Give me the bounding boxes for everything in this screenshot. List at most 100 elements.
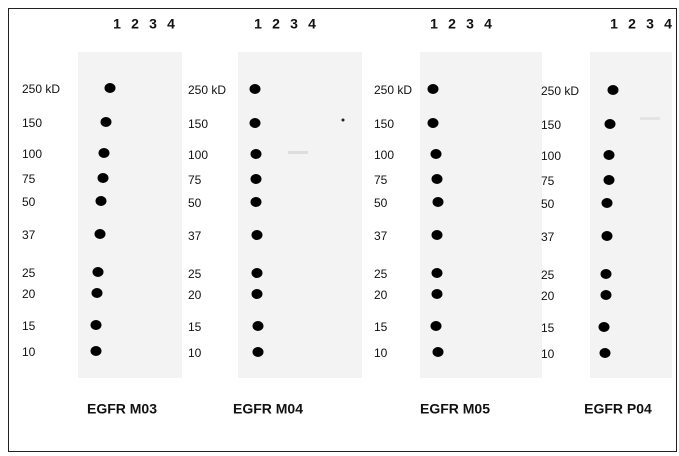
marker-label: 250 kD bbox=[22, 82, 60, 96]
panel-title: EGFR M05 bbox=[420, 401, 490, 417]
marker-label: 25 bbox=[188, 267, 202, 281]
ladder-band bbox=[253, 347, 264, 357]
ladder-band bbox=[602, 231, 613, 241]
marker-label: 10 bbox=[22, 345, 36, 359]
marker-label: 50 bbox=[541, 197, 555, 211]
lane-label: 1 bbox=[113, 16, 121, 32]
marker-label: 10 bbox=[541, 347, 555, 361]
marker-label: 37 bbox=[188, 229, 202, 243]
ladder-band bbox=[605, 119, 616, 129]
marker-label: 150 bbox=[22, 116, 42, 130]
marker-label: 10 bbox=[188, 346, 202, 360]
lane-label: 2 bbox=[448, 16, 456, 32]
marker-label: 250 kD bbox=[541, 84, 579, 98]
ladder-band bbox=[432, 174, 443, 184]
marker-label: 15 bbox=[188, 320, 202, 334]
ladder-band bbox=[95, 229, 106, 239]
marker-label: 37 bbox=[541, 230, 555, 244]
ladder-band bbox=[252, 268, 263, 278]
lane-label: 4 bbox=[484, 16, 492, 32]
ladder-band bbox=[101, 117, 112, 127]
ladder-band bbox=[252, 230, 263, 240]
marker-label: 20 bbox=[541, 289, 555, 303]
marker-label: 100 bbox=[22, 147, 42, 161]
lane-label: 2 bbox=[131, 16, 139, 32]
marker-label: 250 kD bbox=[188, 83, 226, 97]
panel-title: EGFR P04 bbox=[584, 401, 652, 417]
lane-label: 3 bbox=[646, 16, 654, 32]
ladder-band bbox=[601, 290, 612, 300]
ladder-band bbox=[251, 197, 262, 207]
ladder-band bbox=[599, 322, 610, 332]
ladder-band bbox=[253, 321, 264, 331]
lane-label: 2 bbox=[272, 16, 280, 32]
ladder-band bbox=[432, 289, 443, 299]
ladder-band bbox=[91, 320, 102, 330]
ladder-band bbox=[250, 84, 261, 94]
marker-label: 250 kD bbox=[374, 83, 412, 97]
ladder-band bbox=[252, 289, 263, 299]
marker-label: 150 bbox=[188, 117, 208, 131]
figure: 1234250 kD15010075503725201510EGFR M0312… bbox=[0, 0, 679, 456]
lane-label: 1 bbox=[430, 16, 438, 32]
lane-label: 4 bbox=[664, 16, 672, 32]
ladder-band bbox=[250, 118, 261, 128]
ladder-band bbox=[433, 347, 444, 357]
ladder-band bbox=[431, 321, 442, 331]
lane-label: 1 bbox=[254, 16, 262, 32]
marker-label: 150 bbox=[541, 118, 561, 132]
panel-title: EGFR M04 bbox=[233, 401, 303, 417]
marker-label: 75 bbox=[541, 174, 555, 188]
lane-label: 3 bbox=[290, 16, 298, 32]
lane-label: 4 bbox=[167, 16, 175, 32]
marker-label: 10 bbox=[374, 346, 388, 360]
marker-label: 37 bbox=[22, 228, 36, 242]
faint-band bbox=[288, 151, 308, 154]
marker-label: 50 bbox=[22, 195, 36, 209]
marker-label: 25 bbox=[22, 266, 36, 280]
lane-label: 3 bbox=[466, 16, 474, 32]
marker-label: 25 bbox=[541, 268, 555, 282]
faint-band bbox=[640, 117, 660, 120]
ladder-band bbox=[428, 84, 439, 94]
marker-label: 37 bbox=[374, 229, 388, 243]
western-blot-figure: 1234250 kD15010075503725201510EGFR M0312… bbox=[0, 0, 679, 456]
ladder-band bbox=[604, 150, 615, 160]
marker-label: 150 bbox=[374, 117, 394, 131]
ladder-band bbox=[251, 149, 262, 159]
marker-label: 50 bbox=[374, 196, 388, 210]
ladder-band bbox=[604, 175, 615, 185]
ladder-band bbox=[432, 230, 443, 240]
lane-label: 4 bbox=[308, 16, 316, 32]
ladder-band bbox=[431, 149, 442, 159]
marker-label: 100 bbox=[541, 149, 561, 163]
ladder-band bbox=[600, 348, 611, 358]
ladder-band bbox=[93, 267, 104, 277]
marker-label: 100 bbox=[374, 148, 394, 162]
ladder-band bbox=[428, 118, 439, 128]
ladder-band bbox=[92, 288, 103, 298]
ladder-band bbox=[96, 196, 107, 206]
ladder-band bbox=[432, 268, 443, 278]
panel-title: EGFR M03 bbox=[87, 401, 157, 417]
ladder-band bbox=[99, 148, 110, 158]
ladder-band bbox=[251, 174, 262, 184]
lane-label: 3 bbox=[149, 16, 157, 32]
marker-label: 25 bbox=[374, 267, 388, 281]
marker-label: 100 bbox=[188, 148, 208, 162]
marker-label: 20 bbox=[22, 287, 36, 301]
speck bbox=[342, 119, 345, 122]
lane-label: 2 bbox=[628, 16, 636, 32]
ladder-band bbox=[105, 83, 116, 93]
marker-label: 75 bbox=[374, 173, 388, 187]
marker-label: 15 bbox=[22, 319, 36, 333]
ladder-band bbox=[98, 173, 109, 183]
marker-label: 15 bbox=[374, 320, 388, 334]
ladder-band bbox=[608, 85, 619, 95]
marker-label: 20 bbox=[188, 288, 202, 302]
ladder-band bbox=[601, 269, 612, 279]
marker-label: 20 bbox=[374, 288, 388, 302]
ladder-band bbox=[602, 198, 613, 208]
marker-label: 75 bbox=[188, 173, 202, 187]
ladder-band bbox=[91, 346, 102, 356]
